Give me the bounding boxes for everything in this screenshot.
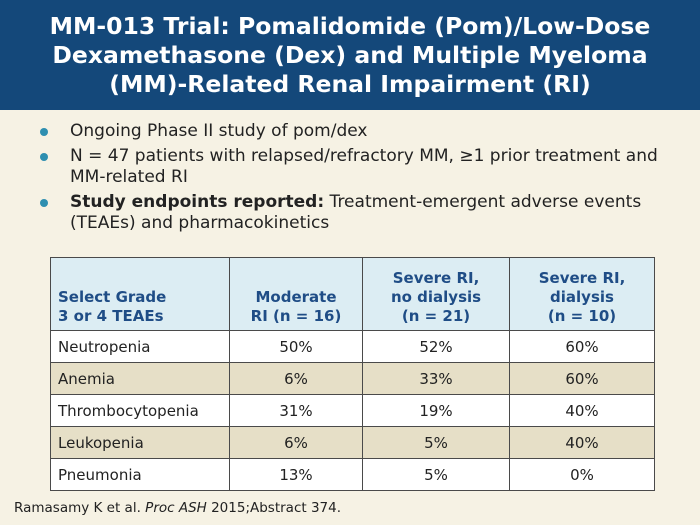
table-cell: 5%	[362, 426, 510, 459]
table-header-row: Select Grade 3 or 4 TEAEs Moderate RI (n…	[50, 257, 655, 331]
table-cell: 6%	[229, 426, 363, 459]
citation: Ramasamy K et al. Proc ASH 2015;Abstract…	[14, 500, 342, 516]
table-row: Pneumonia 13% 5% 0%	[50, 458, 655, 491]
header-cell: Severe RI, no dialysis (n = 21)	[362, 257, 510, 331]
table-cell: 60%	[509, 330, 655, 363]
table-cell: 0%	[509, 458, 655, 491]
table-cell: Leukopenia	[50, 426, 230, 459]
table-row: Thrombocytopenia 31% 19% 40%	[50, 394, 655, 427]
slide-title: MM-013 Trial: Pomalidomide (Pom)/Low-Dos…	[49, 11, 651, 98]
journal-name: Proc ASH	[145, 500, 207, 516]
table-cell: Thrombocytopenia	[50, 394, 230, 427]
table-cell: Pneumonia	[50, 458, 230, 491]
table-cell: 40%	[509, 426, 655, 459]
bullet-item: Study endpoints reported: Treatment-emer…	[38, 192, 678, 234]
bullet-item: Ongoing Phase II study of pom/dex	[38, 121, 678, 142]
teae-table: Select Grade 3 or 4 TEAEs Moderate RI (n…	[50, 257, 655, 491]
table-row: Leukopenia 6% 5% 40%	[50, 426, 655, 459]
bullet-bold-text: Study endpoints reported:	[70, 192, 325, 212]
header-cell: Severe RI, dialysis (n = 10)	[509, 257, 655, 331]
bullet-text: Treatment-emergent adverse events (TEAEs…	[70, 192, 642, 233]
table-cell: 52%	[362, 330, 510, 363]
table-cell: 6%	[229, 362, 363, 395]
table-cell: 60%	[509, 362, 655, 395]
table-row: Anemia 6% 33% 60%	[50, 362, 655, 395]
bullet-text: Ongoing Phase II study of pom/dex	[70, 121, 368, 141]
bullet-dot-icon	[40, 199, 48, 207]
table-cell: 31%	[229, 394, 363, 427]
table-cell: 13%	[229, 458, 363, 491]
bullet-dot-icon	[40, 153, 48, 161]
table-cell: 50%	[229, 330, 363, 363]
table-cell: Neutropenia	[50, 330, 230, 363]
header-cell: Select Grade 3 or 4 TEAEs	[50, 257, 230, 331]
bullet-text: N = 47 patients with relapsed/refractory…	[70, 146, 658, 187]
header-cell: Moderate RI (n = 16)	[229, 257, 363, 331]
title-bar: MM-013 Trial: Pomalidomide (Pom)/Low-Dos…	[0, 0, 700, 110]
table-cell: Anemia	[50, 362, 230, 395]
table-cell: 40%	[509, 394, 655, 427]
table-cell: 19%	[362, 394, 510, 427]
bullet-list: Ongoing Phase II study of pom/dex N = 47…	[38, 121, 678, 238]
table-cell: 5%	[362, 458, 510, 491]
table-row: Neutropenia 50% 52% 60%	[50, 330, 655, 363]
bullet-item: N = 47 patients with relapsed/refractory…	[38, 146, 678, 188]
bullet-dot-icon	[40, 128, 48, 136]
table-cell: 33%	[362, 362, 510, 395]
